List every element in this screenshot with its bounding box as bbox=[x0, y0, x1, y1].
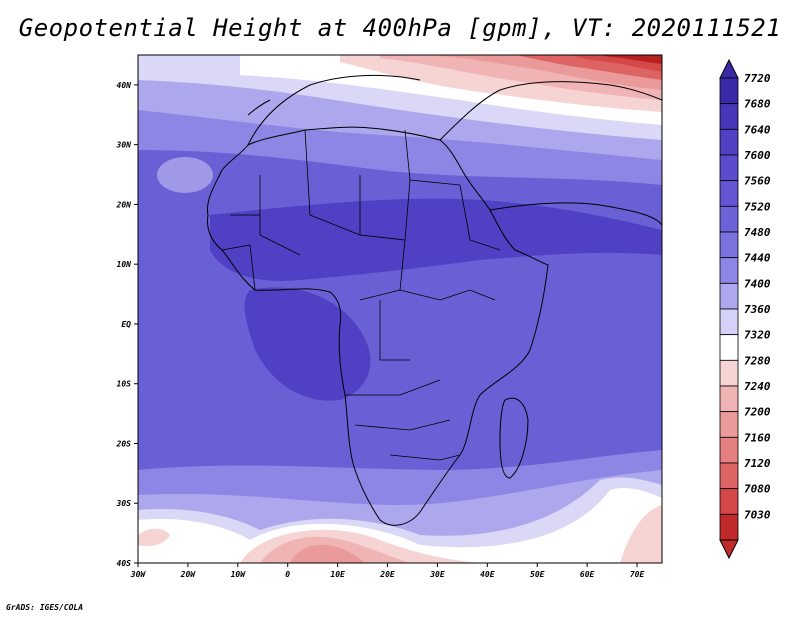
colorbar-label: 7480 bbox=[744, 226, 771, 239]
lat-axis: 40N 30N 20N 10N EQ 10S 20S 30S 40S bbox=[116, 81, 138, 568]
colorbar-swatch bbox=[719, 282, 739, 310]
colorbar-swatch bbox=[719, 103, 739, 130]
colorbar-label: 7080 bbox=[744, 483, 771, 496]
country-borders bbox=[221, 129, 501, 461]
lat-label: 20S bbox=[116, 439, 132, 448]
colorbar-label: 7440 bbox=[744, 252, 771, 265]
colorbar-label: 7280 bbox=[744, 354, 771, 367]
lat-label: EQ bbox=[121, 320, 131, 329]
lon-label: 40E bbox=[480, 570, 495, 579]
colorbar-bottom-arrow bbox=[719, 539, 739, 560]
lat-label: 10N bbox=[117, 260, 132, 269]
colorbar-swatch bbox=[719, 308, 739, 336]
contour-field bbox=[138, 55, 662, 563]
colorbar-label: 7680 bbox=[744, 98, 771, 111]
colorbar-label: 7720 bbox=[744, 72, 771, 85]
lon-axis: 30W 20W 10W 0 10E 20E 30E 40E 50E 60E 70E bbox=[130, 563, 645, 579]
colorbar: 7720 7680 7640 7600 7560 7520 7480 7440 7400 7360… bbox=[719, 58, 771, 560]
lon-label: 70E bbox=[630, 570, 645, 579]
colorbar-swatch bbox=[719, 180, 739, 207]
colorbar-label: 7520 bbox=[744, 200, 771, 213]
colorbar-swatch bbox=[719, 154, 739, 182]
colorbar-swatch bbox=[719, 385, 739, 413]
colorbar-label: 7200 bbox=[744, 406, 771, 419]
lon-label: 20E bbox=[379, 570, 395, 579]
credit-label: GrADS: IGES/COLA bbox=[6, 603, 84, 612]
colorbar-label: 7320 bbox=[744, 329, 771, 342]
colorbar-swatch bbox=[719, 231, 739, 259]
lon-label: 50E bbox=[530, 570, 545, 579]
colorbar-top-arrow bbox=[719, 58, 739, 79]
lat-label: 10S bbox=[117, 380, 132, 389]
colorbar-swatch bbox=[719, 488, 739, 515]
lon-label: 30E bbox=[429, 570, 445, 579]
colorbar-label: 7030 bbox=[744, 508, 771, 521]
lon-label: 60E bbox=[580, 570, 595, 579]
lat-label: 30S bbox=[116, 499, 132, 508]
lon-label: 20W bbox=[180, 570, 197, 579]
lat-label: 40N bbox=[117, 81, 132, 90]
colorbar-swatch bbox=[719, 128, 739, 156]
colorbar-swatch bbox=[719, 334, 739, 361]
colorbar-label: 7400 bbox=[744, 277, 771, 290]
lon-label: 10W bbox=[231, 570, 247, 579]
colorbar-label: 7360 bbox=[744, 303, 771, 316]
colorbar-swatch bbox=[719, 411, 739, 438]
colorbar-swatch bbox=[719, 257, 739, 284]
colorbar-label: 7640 bbox=[744, 123, 771, 136]
colorbar-label: 7160 bbox=[744, 431, 771, 444]
lon-label: 30W bbox=[130, 570, 147, 579]
colorbar-swatch bbox=[719, 205, 739, 233]
colorbar-swatch bbox=[719, 359, 739, 387]
lat-label: 20N bbox=[116, 200, 132, 209]
map-frame bbox=[137, 54, 663, 564]
colorbar-swatch bbox=[719, 462, 739, 490]
colorbar-label: 7120 bbox=[744, 457, 771, 470]
lon-label: 10E bbox=[330, 570, 345, 579]
colorbar-swatch bbox=[719, 77, 739, 105]
lat-label: 40S bbox=[117, 559, 132, 568]
coastlines bbox=[206, 74, 662, 526]
colorbar-label: 7240 bbox=[744, 380, 771, 393]
colorbar-swatch bbox=[719, 436, 739, 464]
lon-label: 0 bbox=[285, 570, 290, 579]
map-title: Geopotential Height at 400hPa [gpm], VT:… bbox=[18, 14, 782, 42]
colorbar-label: 7560 bbox=[744, 175, 771, 188]
colorbar-swatch bbox=[719, 513, 739, 541]
colorbar-label: 7600 bbox=[744, 149, 771, 162]
lat-label: 30N bbox=[116, 141, 132, 150]
